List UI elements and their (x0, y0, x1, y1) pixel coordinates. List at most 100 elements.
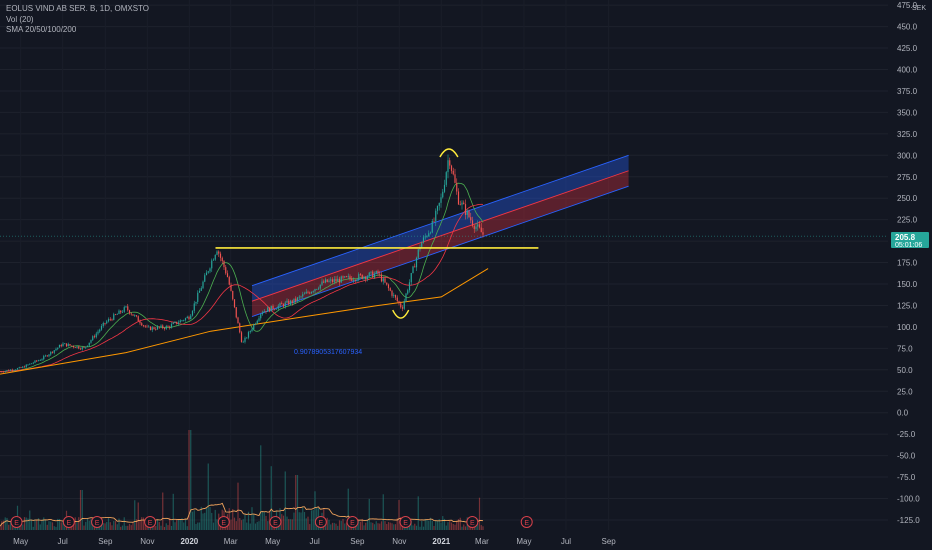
price-tick-label: -25.0 (897, 430, 916, 439)
volume-bar (303, 512, 306, 530)
volume-bar (312, 510, 314, 530)
candle-body (277, 305, 279, 309)
earnings-marker[interactable]: E (10, 516, 23, 528)
candle-body (16, 368, 19, 370)
earnings-marker[interactable]: E (520, 516, 533, 528)
earnings-e-icon: E (403, 520, 408, 527)
earnings-marker[interactable]: E (62, 516, 75, 528)
candle-body (191, 310, 194, 316)
channel-lower-band (251, 170, 629, 317)
candle-body (267, 307, 269, 312)
volume-bar (372, 522, 374, 530)
volume-bar (44, 519, 47, 530)
sma-lines (0, 182, 489, 375)
volume-bar (163, 526, 166, 530)
candle-body (307, 291, 309, 293)
candle-body (113, 314, 115, 321)
candle-body (190, 315, 192, 320)
symbol-title[interactable]: EOLUS VIND AB SER. B, 1D, OMXSTO (6, 4, 150, 13)
volume-bar (230, 519, 232, 530)
volume-bar (246, 522, 248, 530)
earnings-marker[interactable]: E (217, 516, 230, 528)
time-axis[interactable]: May Jul Sep Nov 2020 Mar May Jul Sep Nov 2021 Mar Ma… (13, 537, 616, 546)
candle-body (324, 279, 327, 283)
regression-channel[interactable] (251, 154, 629, 318)
candle-body (282, 304, 285, 307)
candle-body (197, 292, 199, 302)
bar-countdown: 05:01:06 (895, 242, 922, 249)
earnings-e-icon: E (14, 520, 19, 527)
volume-bar (83, 525, 85, 530)
candle-body (422, 237, 425, 243)
channel-upper-band (251, 155, 629, 302)
volume-indicator[interactable]: Vol (20) (6, 14, 34, 24)
price-tick-label: -75.0 (897, 473, 916, 482)
candle-body (146, 326, 148, 328)
volume-bar (442, 516, 444, 530)
volume-bar (345, 522, 348, 530)
price-tick-label: 100.0 (897, 323, 918, 332)
candle-body (93, 336, 96, 338)
candle-body (456, 182, 458, 192)
candle-body (198, 290, 201, 293)
candle-body (99, 329, 101, 332)
earnings-marker[interactable]: E (144, 516, 157, 528)
candle-body (69, 344, 71, 346)
volume-bar (366, 519, 369, 530)
candle-body (246, 337, 248, 339)
volume-bar (137, 502, 139, 530)
sma-indicator[interactable]: SMA 20/50/100/200 (6, 25, 77, 34)
bottom-arc[interactable] (392, 309, 410, 319)
candle-body (363, 276, 365, 279)
candle-body (412, 266, 414, 274)
candle-body (382, 278, 384, 282)
volume-bar (41, 519, 43, 530)
drawings[interactable] (0, 148, 888, 319)
price-axis[interactable]: 475.0 450.0 425.0 400.0 375.0 350.0 325.0 300.0… (897, 1, 920, 525)
candle-body (0, 371, 1, 373)
volume-bar (39, 524, 41, 530)
candle-body (333, 279, 335, 282)
candle-body (398, 301, 400, 304)
volume-bar (88, 520, 90, 530)
earnings-marker[interactable]: E (91, 516, 104, 528)
volume-bar (482, 526, 484, 530)
candle-body (380, 274, 383, 282)
volume-bar (298, 512, 300, 530)
candle-body (410, 273, 412, 283)
volume-bar (435, 520, 437, 530)
volume-bar (78, 517, 80, 530)
volume-bar (254, 523, 257, 530)
volume-bar (291, 519, 293, 530)
candle-body (186, 316, 188, 319)
volume-bar (198, 522, 201, 530)
earnings-marker[interactable]: E (269, 516, 282, 528)
candle-body (176, 321, 178, 324)
candle-body (60, 344, 62, 347)
candle-body (43, 356, 45, 360)
candle-body (351, 278, 353, 281)
candle-body (202, 281, 204, 289)
candle-body (205, 272, 208, 276)
earnings-marker[interactable]: E (466, 516, 479, 528)
candle-body (244, 337, 246, 342)
volume-bar (132, 521, 134, 530)
earnings-marker[interactable]: E (399, 516, 412, 528)
candle-body (275, 308, 278, 310)
volume-bar (463, 524, 465, 530)
earnings-marker[interactable]: E (346, 516, 359, 528)
volume-bar (394, 524, 397, 530)
volume-bar (457, 519, 460, 530)
volume-bar (207, 463, 209, 530)
earnings-e-icon: E (95, 520, 100, 527)
volume-bar (177, 519, 180, 530)
candle-body (454, 174, 456, 183)
candle-body (109, 319, 111, 321)
earnings-marker[interactable]: E (314, 516, 327, 528)
top-arc[interactable] (439, 148, 459, 158)
candle-body (403, 300, 405, 309)
volume-bar (109, 522, 111, 530)
time-tick-label: May (265, 537, 280, 546)
